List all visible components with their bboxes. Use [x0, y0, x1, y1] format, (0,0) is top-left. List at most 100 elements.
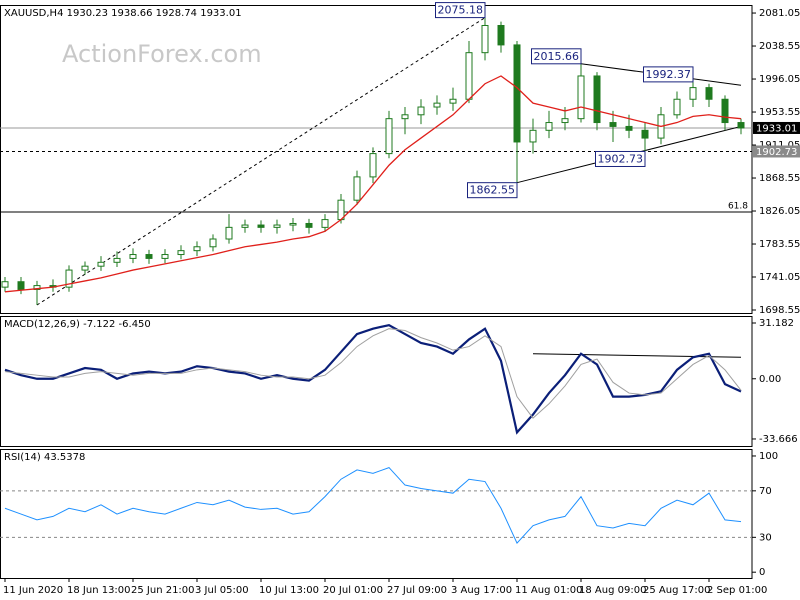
- x-tick-label: 3 Aug 17:00: [451, 585, 512, 596]
- candle-body: [497, 24, 505, 46]
- candle-body: [17, 281, 25, 290]
- candle-body: [641, 129, 649, 139]
- y-tick-label: 1783.55: [759, 239, 800, 250]
- candle-body: [385, 118, 393, 155]
- candle-body: [529, 129, 537, 143]
- candle-body: [705, 87, 713, 100]
- candle-body: [289, 222, 297, 226]
- price-annotation: 1902.73: [595, 150, 646, 167]
- price-tag: [753, 145, 800, 158]
- panel-frame: [0, 5, 753, 314]
- y-tick-label: 0: [759, 567, 765, 578]
- candle-body: [673, 98, 681, 116]
- y-tick-label: 1996.05: [759, 74, 800, 85]
- y-tick-label: 1741.05: [759, 272, 800, 283]
- series-line: [4, 323, 742, 435]
- candle-body: [97, 261, 105, 267]
- panel-frame: [0, 316, 753, 447]
- y-tick-label: 1698.55: [759, 305, 800, 316]
- candle-body: [193, 246, 201, 252]
- candle-body: [561, 118, 569, 124]
- y-tick-label: 100: [759, 451, 778, 462]
- annotation-label: 1902.73: [598, 152, 644, 165]
- candle-body: [225, 226, 233, 240]
- price-annotation: 1992.37: [643, 66, 694, 83]
- candle-body: [401, 114, 409, 120]
- annotation-box: [643, 66, 694, 83]
- candle-body: [689, 87, 697, 100]
- annotation-box: [467, 182, 518, 199]
- candle-body: [609, 122, 617, 127]
- trendline: [36, 17, 486, 306]
- x-tick-label: 20 Jul 01:00: [323, 585, 383, 596]
- candle-body: [161, 254, 169, 259]
- candle-body: [545, 122, 553, 131]
- annotation-label: 2075.18: [438, 4, 484, 17]
- candle-body: [257, 224, 265, 228]
- price-annotation: 2015.66: [531, 48, 582, 65]
- series-line: [4, 328, 742, 419]
- annotation-label: 1992.37: [646, 68, 692, 81]
- y-tick-label: 1826.05: [759, 206, 800, 217]
- panel-frame: [0, 449, 753, 579]
- x-tick-label: 11 Jun 2020: [3, 585, 63, 596]
- panel-title: MACD(12,26,9) -7.122 -6.450: [4, 319, 151, 330]
- y-tick-label: 0.00: [759, 374, 781, 385]
- series-line: [4, 75, 742, 293]
- price-tag-label: 1933.01: [756, 123, 797, 134]
- annotation-box: [595, 150, 646, 167]
- panel-title: RSI(14) 43.5378: [4, 452, 85, 463]
- x-tick-label: 18 Jun 13:00: [67, 585, 131, 596]
- watermark: ActionForex.com: [62, 40, 262, 68]
- candle-body: [241, 224, 249, 228]
- x-tick-label: 2 Sep 01:00: [707, 585, 767, 596]
- price-tag-label: 1902.73: [756, 147, 797, 158]
- candle-body: [433, 102, 441, 108]
- candle-body: [273, 224, 281, 228]
- candle-body: [577, 75, 585, 120]
- y-tick-label: 1868.55: [759, 173, 800, 184]
- y-tick-label: 70: [759, 486, 772, 497]
- annotation-box: [531, 48, 582, 65]
- candle-body: [1, 281, 9, 288]
- panel-title: XAUUSD,H4 1930.23 1938.66 1928.74 1933.0…: [4, 8, 242, 19]
- y-tick-label: 31.182: [759, 318, 794, 329]
- candle-body: [145, 254, 153, 259]
- y-tick-label: 2038.55: [759, 41, 800, 52]
- annotation-label: 2015.66: [534, 50, 580, 63]
- series-line: [4, 467, 742, 545]
- x-tick-label: 18 Aug 09:00: [579, 585, 646, 596]
- candle-body: [209, 238, 217, 248]
- price-tag: [753, 121, 800, 134]
- x-tick-label: 11 Aug 01:00: [515, 585, 582, 596]
- candle-body: [417, 106, 425, 116]
- x-tick-label: 25 Aug 17:00: [643, 585, 710, 596]
- candle-body: [721, 98, 729, 124]
- price-annotation: 2075.18: [435, 2, 486, 19]
- level-label: 61.8: [728, 201, 748, 211]
- candle-body: [449, 98, 457, 104]
- candle-body: [321, 219, 329, 228]
- candle-body: [625, 125, 633, 131]
- x-tick-label: 10 Jul 13:00: [259, 585, 319, 596]
- candle-body: [33, 285, 41, 290]
- y-tick-label: -33.666: [759, 434, 798, 445]
- candle-body: [481, 24, 489, 54]
- annotation-box: [435, 2, 486, 19]
- candle-body: [177, 250, 185, 256]
- candle-body: [737, 122, 745, 129]
- candle-body: [353, 176, 361, 201]
- x-tick-label: 27 Jul 09:00: [387, 585, 447, 596]
- price-annotation: 1862.55: [467, 182, 518, 199]
- y-tick-label: 1953.55: [759, 107, 800, 118]
- candle-body: [593, 75, 601, 124]
- candle-body: [113, 257, 121, 263]
- annotation-label: 1862.55: [470, 184, 516, 197]
- candle-body: [305, 222, 313, 228]
- x-tick-label: 3 Jul 05:00: [195, 585, 249, 596]
- y-tick-label: 30: [759, 532, 772, 543]
- y-tick-label: 2081.05: [759, 8, 800, 19]
- candle-body: [369, 153, 377, 178]
